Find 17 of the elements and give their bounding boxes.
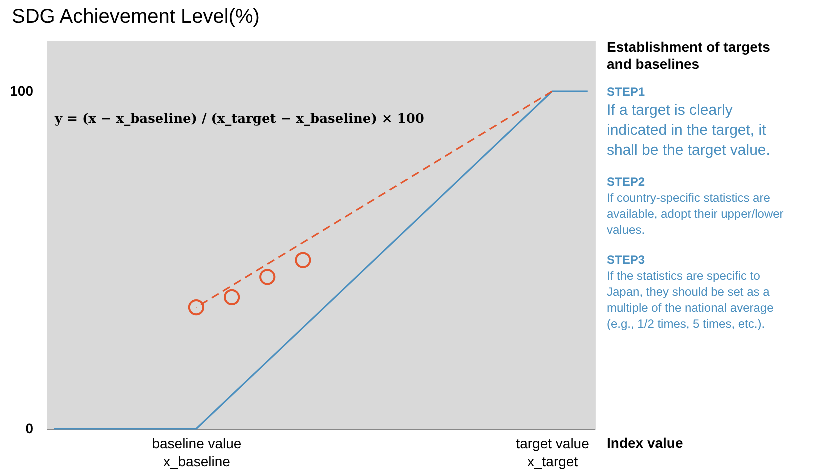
x-axis-title: Index value bbox=[607, 435, 684, 451]
x-tick-label: baseline value x_baseline bbox=[152, 436, 242, 469]
chart-title: SDG Achievement Level(%) bbox=[12, 6, 260, 28]
point bbox=[224, 289, 240, 306]
y-tick-label: 100 bbox=[10, 83, 34, 100]
text: If country-specific statistics are available, adopt their upper/lower values. bbox=[607, 191, 784, 237]
text: Establishment of targets and baselines bbox=[607, 39, 771, 72]
annotation: y = (x − x_baseline) / (x_target − x_baseline) × 100 bbox=[54, 112, 424, 127]
point bbox=[295, 252, 312, 268]
point bbox=[260, 269, 276, 286]
y-tick-label: 0 bbox=[26, 420, 34, 436]
text: If a target is clearly indicated in the target, it shall be the target value. bbox=[607, 102, 770, 159]
text: STEP1 bbox=[607, 85, 646, 99]
text: STEP3 bbox=[607, 253, 646, 267]
text: STEP2 bbox=[607, 175, 646, 189]
text: If the statistics are specific to Japan, they should be set as a multiple of the national average (e.g., 1/2 times, 5 times, etc.). bbox=[607, 269, 774, 331]
point bbox=[188, 299, 205, 316]
